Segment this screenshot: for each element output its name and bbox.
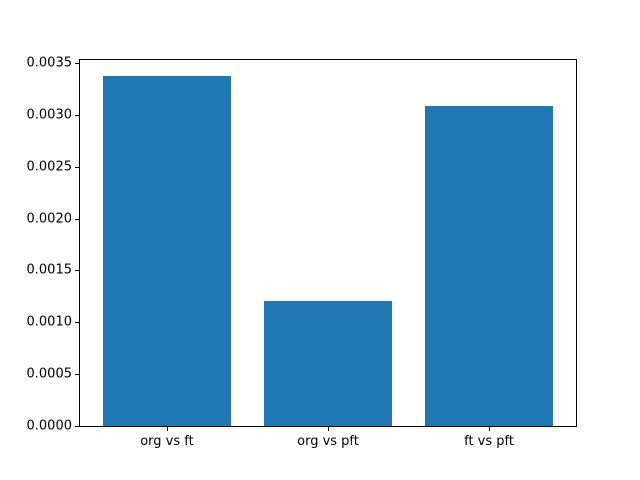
y-tick-mark: [75, 374, 79, 376]
x-tick-label: org vs ft: [140, 434, 194, 449]
x-tick-mark: [328, 427, 329, 431]
x-tick-mark: [166, 427, 168, 431]
y-tick-label: 0.0000: [26, 418, 73, 434]
y-tick-mark: [75, 426, 79, 427]
bar-ft-vs-pft: [424, 105, 554, 426]
x-tick-label: ft vs pft: [464, 434, 514, 449]
bar-org-vs-pft: [263, 300, 393, 426]
y-tick-mark: [75, 63, 79, 65]
y-tick-label: 0.0020: [26, 211, 73, 227]
y-tick-label: 0.0030: [26, 107, 73, 123]
y-tick-mark: [75, 270, 79, 272]
x-tick-mark: [489, 427, 491, 431]
x-tick-label: org vs pft: [297, 434, 359, 449]
y-tick-label: 0.0035: [26, 55, 73, 71]
y-tick-mark: [75, 218, 79, 220]
y-tick-label: 0.0015: [26, 262, 73, 278]
y-tick-mark: [75, 166, 79, 168]
y-tick-mark: [75, 322, 79, 324]
y-tick-label: 0.0005: [26, 366, 73, 382]
y-tick-mark: [75, 114, 79, 116]
y-tick-label: 0.0010: [26, 314, 73, 330]
plot-area: [79, 59, 577, 427]
bar-org-vs-ft: [102, 75, 232, 426]
y-tick-label: 0.0025: [26, 159, 73, 175]
